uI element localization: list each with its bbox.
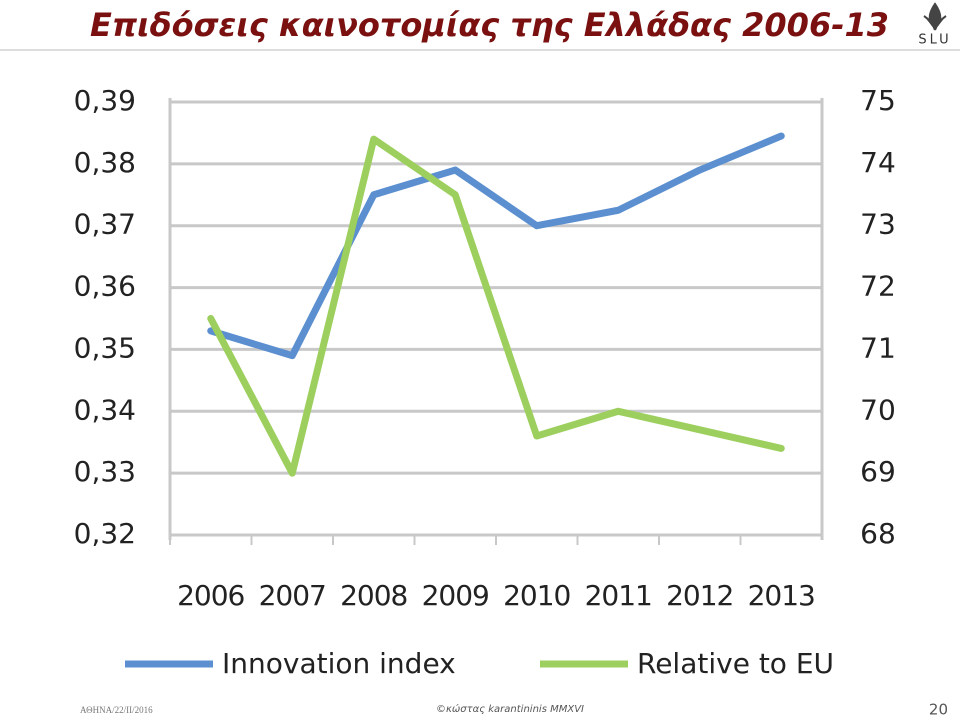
x-tick-label: 2008 xyxy=(340,579,407,612)
data-line xyxy=(207,132,785,360)
y2-tick-label: 73 xyxy=(860,208,896,241)
y2-tick-label: 69 xyxy=(860,455,896,488)
x-tick-label: 2013 xyxy=(748,579,815,612)
y2-tick-label: 72 xyxy=(860,270,896,303)
footer-date: ΑΘΗΝΑ/22/ΙΙ/2016 xyxy=(80,705,153,715)
page-number: 20 xyxy=(929,701,948,719)
x-tick-label: 2010 xyxy=(503,579,570,612)
slide-title: Επιδόσεις καινοτομίας της Ελλάδας 2006-1… xyxy=(90,6,889,44)
x-tick-label: 2007 xyxy=(259,579,326,612)
y-tick-label: 0,38 xyxy=(74,146,136,179)
y2-tick-label: 74 xyxy=(860,146,896,179)
x-tick-label: 2011 xyxy=(585,579,652,612)
y2-tick-label: 75 xyxy=(860,84,896,117)
y-tick-label: 0,33 xyxy=(74,455,136,488)
x-tick-label: 2009 xyxy=(422,579,489,612)
x-tick-label: 2006 xyxy=(177,579,244,612)
y-tick-label: 0,35 xyxy=(74,331,136,364)
logo-text: SLU xyxy=(918,33,951,48)
data-line xyxy=(207,135,785,477)
footer-copyright: ©κώστας karantininis MMXVI xyxy=(436,703,584,715)
legend-label: Relative to EU xyxy=(637,647,834,680)
x-tick-label: 2012 xyxy=(666,579,733,612)
y2-tick-label: 70 xyxy=(860,393,896,426)
y-tick-label: 0,39 xyxy=(74,84,136,117)
y-tick-label: 0,36 xyxy=(74,270,136,303)
y2-tick-label: 71 xyxy=(860,331,896,364)
legend-label: Innovation index xyxy=(222,647,456,680)
y2-tick-label: 68 xyxy=(860,517,896,550)
y-tick-label: 0,32 xyxy=(74,517,136,550)
y-tick-label: 0,37 xyxy=(74,208,136,241)
logo-icon xyxy=(923,2,947,31)
plot: 0,32 0,33 0,34 0,35 0,36 0,37 0,38 0,39 68 69 70 71… xyxy=(74,84,896,680)
y-tick-label: 0,34 xyxy=(74,393,136,426)
